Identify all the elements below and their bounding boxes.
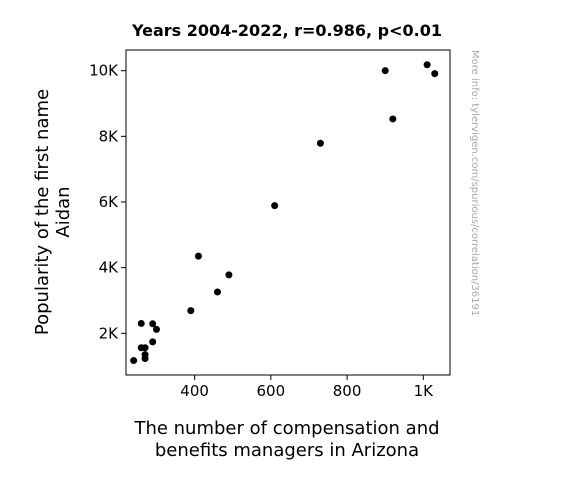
plot-frame [125,49,451,376]
data-point [137,319,145,327]
x-tick-label: 600 [257,382,286,400]
y-tick-label: 8K [99,127,120,145]
data-point [225,271,233,279]
data-point [431,70,439,78]
y-tick-label: 2K [99,324,120,342]
data-point [423,61,431,69]
data-point [141,344,149,352]
data-point [149,338,157,346]
data-point [141,351,149,359]
data-point [381,67,389,75]
data-point [149,320,157,328]
data-point [194,252,202,260]
y-tick-label: 6K [99,193,120,211]
data-point [389,115,397,123]
y-axis-label-line-2: Aidan [53,186,74,237]
x-tick-label: 1K [414,382,435,400]
x-tick-label: 800 [333,382,362,400]
data-points [130,61,439,365]
y-tick-label: 4K [99,259,120,277]
y-tick-label: 10K [89,62,119,80]
x-tick-label: 400 [180,382,209,400]
x-axis-label-line-1: The number of compensation and [133,418,439,439]
axis-ticks: 400 600 800 1K 2K 4K 6K 8K 10K [89,62,434,400]
chart-title: Years 2004-2022, r=0.986, p<0.01 [131,21,442,40]
y-axis-label-line-1: Popularity of the first name [32,89,53,335]
data-point [271,202,279,210]
data-point [152,325,160,333]
x-axis-label-line-2: benefits managers in Arizona [155,440,419,461]
data-point [316,139,324,147]
data-point [213,288,221,296]
data-point [187,307,195,315]
watermark-text: More info: tylervigen.com/spurious/corre… [469,50,480,316]
y-axis-label: Popularity of the first name Aidan [32,89,74,335]
data-point [130,357,138,365]
